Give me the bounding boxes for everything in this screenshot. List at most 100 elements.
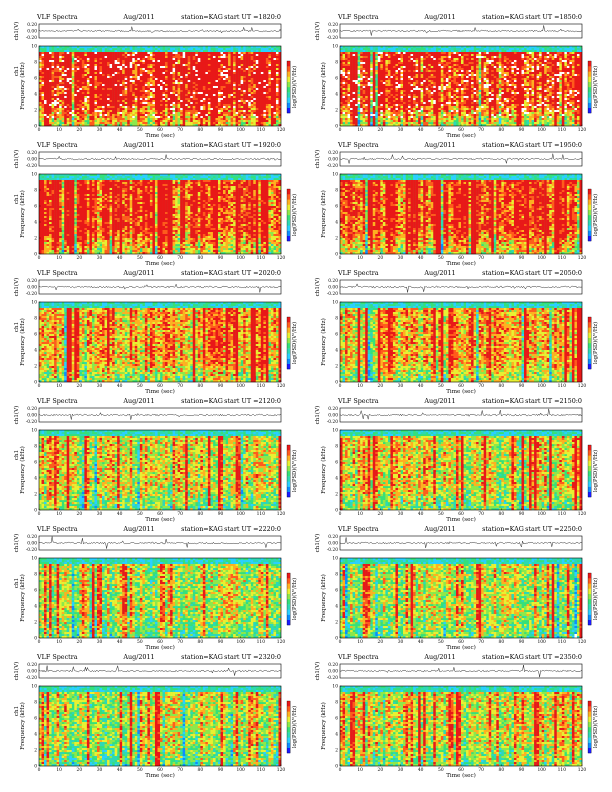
- frequency-tick-label: 8: [335, 701, 338, 706]
- time-tick-label: 10: [357, 512, 363, 517]
- time-tick-label: 90: [519, 128, 525, 133]
- frequency-tick-label: 10: [31, 173, 37, 178]
- time-tick-label: 90: [218, 768, 224, 773]
- time-tick-label: 50: [438, 640, 444, 645]
- time-tick-label: 110: [558, 512, 567, 517]
- colorbar-label: log(PSD)(V²/Hz): [592, 322, 599, 364]
- spectrogram-panel: VLF Spectra Aug/2011 station=KAG start UT =…: [13, 653, 298, 779]
- panel-date: Aug/2011: [122, 13, 154, 21]
- panel-start-time: start UT =2250:0: [525, 525, 582, 533]
- time-tick-label: 20: [378, 512, 384, 517]
- colorbar-label: log(PSD)(V²/Hz): [291, 66, 298, 108]
- time-tick-label: 100: [537, 768, 546, 773]
- amplitude-trace: [340, 25, 582, 35]
- frequency-tick-label: 6: [335, 333, 338, 338]
- time-tick-label: 100: [537, 256, 546, 261]
- colorbar: [287, 317, 290, 369]
- time-tick-label: 120: [578, 512, 587, 517]
- time-tick-label: 10: [357, 128, 363, 133]
- spectrogram-panel: VLF Spectra Aug/2011 station=KAG start UT =…: [314, 653, 599, 779]
- frequency-tick-label: 2: [34, 493, 37, 498]
- time-tick-label: 30: [398, 256, 404, 261]
- time-tick-label: 30: [97, 256, 103, 261]
- panel-date: Aug/2011: [423, 397, 455, 405]
- panel-title: VLF Spectra: [337, 141, 379, 149]
- frequency-tick-label: 0: [34, 509, 37, 514]
- frequency-tick-label: 4: [335, 733, 338, 738]
- amplitude-frame: [340, 152, 582, 166]
- frequency-axis-label: Frequency (kHz): [19, 574, 26, 622]
- time-axis-label: Time (sec): [145, 516, 175, 523]
- panel-title: VLF Spectra: [36, 525, 78, 533]
- panel-station: station=KAG: [482, 141, 524, 149]
- time-tick-label: 100: [537, 128, 546, 133]
- time-tick-label: 70: [478, 256, 484, 261]
- frequency-axis-label: Frequency (kHz): [320, 318, 327, 366]
- time-tick-label: 90: [218, 512, 224, 517]
- frequency-tick-label: 0: [335, 253, 338, 258]
- time-tick-label: 80: [499, 384, 505, 389]
- frequency-tick-label: 2: [34, 365, 37, 370]
- time-tick-label: 120: [578, 640, 587, 645]
- spectrogram-cells: [39, 686, 281, 766]
- time-tick-label: 110: [558, 640, 567, 645]
- panel-title: VLF Spectra: [337, 13, 379, 21]
- amplitude-frame: [39, 536, 281, 550]
- amplitude-trace: [39, 666, 281, 676]
- time-tick-label: 70: [177, 768, 183, 773]
- time-tick-label: 80: [198, 256, 204, 261]
- frequency-tick-label: 0: [34, 381, 37, 386]
- frequency-axis-label: Frequency (kHz): [19, 190, 26, 238]
- time-tick-label: 70: [478, 384, 484, 389]
- frequency-tick-label: 10: [31, 557, 37, 562]
- time-tick-label: 50: [438, 256, 444, 261]
- amplitude-trace: [340, 537, 582, 548]
- channel-label: ch1: [14, 194, 20, 204]
- amplitude-tick-label: -0.20: [26, 292, 37, 297]
- frequency-tick-label: 8: [335, 61, 338, 66]
- panel-start-time: start UT =1920:0: [224, 141, 281, 149]
- amplitude-tick-label: 0.00: [328, 30, 338, 35]
- amplitude-tick-label: -0.20: [26, 36, 37, 41]
- amplitude-trace: [39, 413, 281, 420]
- colorbar-label: log(PSD)(V²/Hz): [592, 66, 599, 108]
- time-tick-label: 120: [277, 384, 286, 389]
- time-tick-label: 100: [236, 512, 245, 517]
- time-tick-label: 20: [77, 384, 83, 389]
- amplitude-axis-label: ch1(V): [13, 406, 20, 425]
- frequency-tick-label: 4: [335, 221, 338, 226]
- spectrogram-panel: VLF Spectra Aug/2011 station=KAG start UT =…: [13, 13, 298, 139]
- amplitude-axis-label: ch1(V): [314, 534, 321, 553]
- panel-date: Aug/2011: [122, 269, 154, 277]
- time-tick-label: 30: [398, 384, 404, 389]
- amplitude-trace: [39, 284, 281, 292]
- time-tick-label: 30: [398, 768, 404, 773]
- amplitude-axis-label: ch1(V): [314, 278, 321, 297]
- time-tick-label: 110: [558, 128, 567, 133]
- colorbar-label: log(PSD)(V²/Hz): [291, 578, 298, 620]
- frequency-tick-label: 6: [34, 333, 37, 338]
- frequency-tick-label: 4: [34, 93, 37, 98]
- panel-station: station=KAG: [181, 269, 223, 277]
- panel-start-time: start UT =2320:0: [224, 653, 281, 661]
- frequency-tick-label: 6: [335, 589, 338, 594]
- frequency-tick-label: 8: [34, 573, 37, 578]
- time-tick-label: 90: [519, 640, 525, 645]
- panel-start-time: start UT =2220:0: [224, 525, 281, 533]
- frequency-tick-label: 8: [34, 445, 37, 450]
- amplitude-tick-label: 0.00: [27, 670, 37, 675]
- time-tick-label: 80: [499, 256, 505, 261]
- frequency-tick-label: 2: [335, 749, 338, 754]
- panel-start-time: start UT =1850:0: [525, 13, 582, 21]
- time-tick-label: 90: [519, 512, 525, 517]
- time-tick-label: 50: [137, 128, 143, 133]
- time-tick-label: 10: [357, 256, 363, 261]
- frequency-tick-label: 10: [332, 685, 338, 690]
- amplitude-axis-label: ch1(V): [314, 406, 321, 425]
- frequency-tick-label: 10: [332, 301, 338, 306]
- time-tick-label: 0: [339, 768, 342, 773]
- panel-date: Aug/2011: [122, 397, 154, 405]
- frequency-axis-label: Frequency (kHz): [19, 446, 26, 494]
- frequency-axis-label: Frequency (kHz): [19, 702, 26, 750]
- time-tick-label: 70: [177, 128, 183, 133]
